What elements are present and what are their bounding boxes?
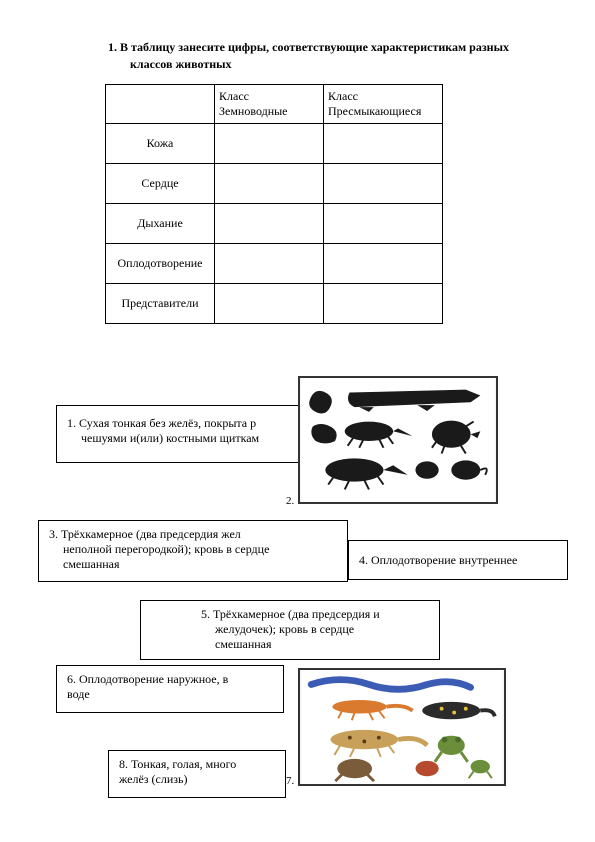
row-heart-label: Сердце <box>106 164 215 204</box>
header-col1-l1: Класс <box>219 89 319 104</box>
cell-heart-rept[interactable] <box>324 164 443 204</box>
card3-text3: смешанная <box>49 557 337 572</box>
card8-num: 8. <box>119 757 128 771</box>
cell-breath-rept[interactable] <box>324 204 443 244</box>
header-col2-l2: Пресмыкающиеся <box>328 104 438 119</box>
card-3: 3. Трёхкамерное (два предсердия жел непо… <box>38 520 348 582</box>
header-amphibians: Класс Земноводные <box>215 85 324 124</box>
card1-text2: чешуями и(или) костными щиткам <box>67 431 325 446</box>
cell-fert-amph[interactable] <box>215 244 324 284</box>
card-6: 6. Оплодотворение наружное, в воде <box>56 665 284 713</box>
header-reptiles: Класс Пресмыкающиеся <box>324 85 443 124</box>
cell-breath-amph[interactable] <box>215 204 324 244</box>
image-2-label: 2. <box>286 495 294 507</box>
card8-text1: Тонкая, голая, много <box>131 757 236 771</box>
cell-fert-rept[interactable] <box>324 244 443 284</box>
reptile-illustration <box>300 378 496 502</box>
card8-text2: желёз (слизь) <box>119 772 275 787</box>
header-col1-l2: Земноводные <box>219 104 319 119</box>
card6-text2: воде <box>67 687 273 702</box>
amphibian-image <box>298 668 506 786</box>
cell-skin-rept[interactable] <box>324 124 443 164</box>
card6-text1: Оплодотворение наружное, в <box>79 672 228 686</box>
image-7-label: 7. <box>286 775 294 787</box>
card3-text2: неполной перегородкой); кровь в сердце <box>49 542 337 557</box>
card4-num: 4. <box>359 553 368 567</box>
card3-text1: Трёхкамерное (два предсердия жел <box>61 527 241 541</box>
card5-text1: Трёхкамерное (два предсердия и <box>213 607 380 621</box>
card-4: 4. Оплодотворение внутреннее <box>348 540 568 580</box>
card5-num: 5. <box>201 607 210 621</box>
header-blank <box>106 85 215 124</box>
cell-heart-amph[interactable] <box>215 164 324 204</box>
card-5: 5. Трёхкамерное (два предсердия и желудо… <box>140 600 440 660</box>
card-1: 1. Сухая тонкая без желёз, покрыта р чеш… <box>56 405 336 463</box>
task-title-line1: 1. В таблицу занесите цифры, соответству… <box>100 40 565 55</box>
task-title-line2: классов животных <box>100 57 565 72</box>
card4-text: Оплодотворение внутреннее <box>371 553 517 567</box>
cell-skin-amph[interactable] <box>215 124 324 164</box>
card6-num: 6. <box>67 672 76 686</box>
cell-reps-rept[interactable] <box>324 284 443 324</box>
reptile-image <box>298 376 498 504</box>
row-skin-label: Кожа <box>106 124 215 164</box>
card-8: 8. Тонкая, голая, много желёз (слизь) <box>108 750 286 798</box>
row-fert-label: Оплодотворение <box>106 244 215 284</box>
amphibian-illustration <box>300 670 504 784</box>
card5-text3: смешанная <box>151 637 429 652</box>
card5-text2: желудочек); кровь в сердце <box>151 622 429 637</box>
row-breath-label: Дыхание <box>106 204 215 244</box>
card1-text1: Сухая тонкая без желёз, покрыта р <box>79 416 256 430</box>
card1-num: 1. <box>67 416 76 430</box>
cell-reps-amph[interactable] <box>215 284 324 324</box>
task-number: 1. <box>108 40 117 54</box>
task-text-1: В таблицу занесите цифры, соответствующи… <box>120 40 509 54</box>
row-reps-label: Представители <box>106 284 215 324</box>
header-col2-l1: Класс <box>328 89 438 104</box>
worksheet-page: 1. В таблицу занесите цифры, соответству… <box>0 0 595 324</box>
characteristics-table: Класс Земноводные Класс Пресмыкающиеся К… <box>105 84 443 324</box>
card3-num: 3. <box>49 527 58 541</box>
